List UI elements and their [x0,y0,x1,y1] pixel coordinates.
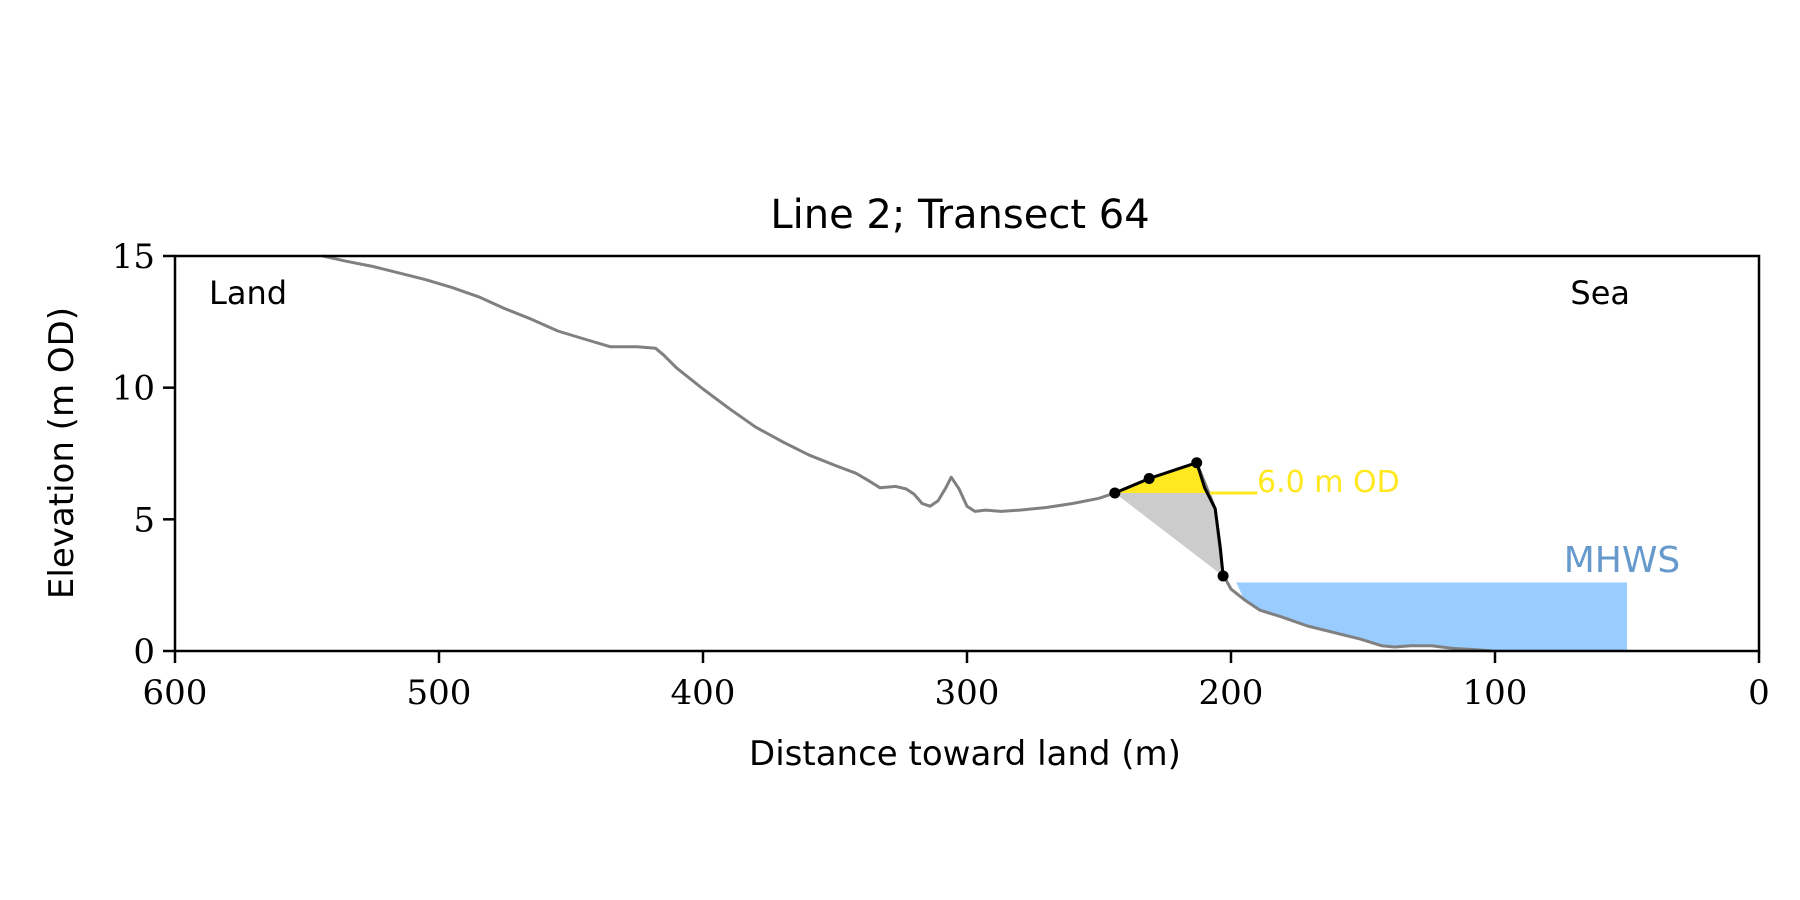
above-od-area [1114,462,1210,493]
cliff-marker-point [1191,457,1203,469]
y-tick-label: 15 [112,237,155,277]
y-tick-label: 10 [112,369,155,409]
x-tick-label: 100 [1463,673,1528,713]
x-tick-label: 600 [143,673,208,713]
cliff-marker-point [1109,487,1121,499]
eroded-volume-area [1114,493,1224,576]
y-tick-label: 0 [133,632,155,672]
cliff-marker-point [1217,570,1229,582]
mhws-label: MHWS [1564,540,1681,581]
mhws-area [1236,582,1627,651]
chart-title: Line 2; Transect 64 [770,192,1149,238]
marker-layer [1109,457,1229,582]
x-tick-label: 500 [407,673,472,713]
land-label: Land [209,274,287,312]
y-axis-ticks: 0 5 10 15 [112,237,175,672]
cliff-marker-point [1143,473,1155,485]
x-axis-ticks: 600 500 400 300 200 100 0 [143,651,1770,713]
y-tick-label: 5 [133,500,155,540]
od-level-label: 6.0 m OD [1257,465,1400,500]
x-tick-label: 300 [935,673,1000,713]
x-axis-label: Distance toward land (m) [749,734,1181,774]
elevation-profile-line [322,254,1493,653]
x-tick-label: 400 [671,673,736,713]
x-tick-label: 200 [1199,673,1264,713]
sea-label: Sea [1570,274,1630,312]
fill-layer [1114,462,1627,651]
y-axis-label: Elevation (m OD) [42,307,82,599]
x-tick-label: 0 [1748,673,1770,713]
